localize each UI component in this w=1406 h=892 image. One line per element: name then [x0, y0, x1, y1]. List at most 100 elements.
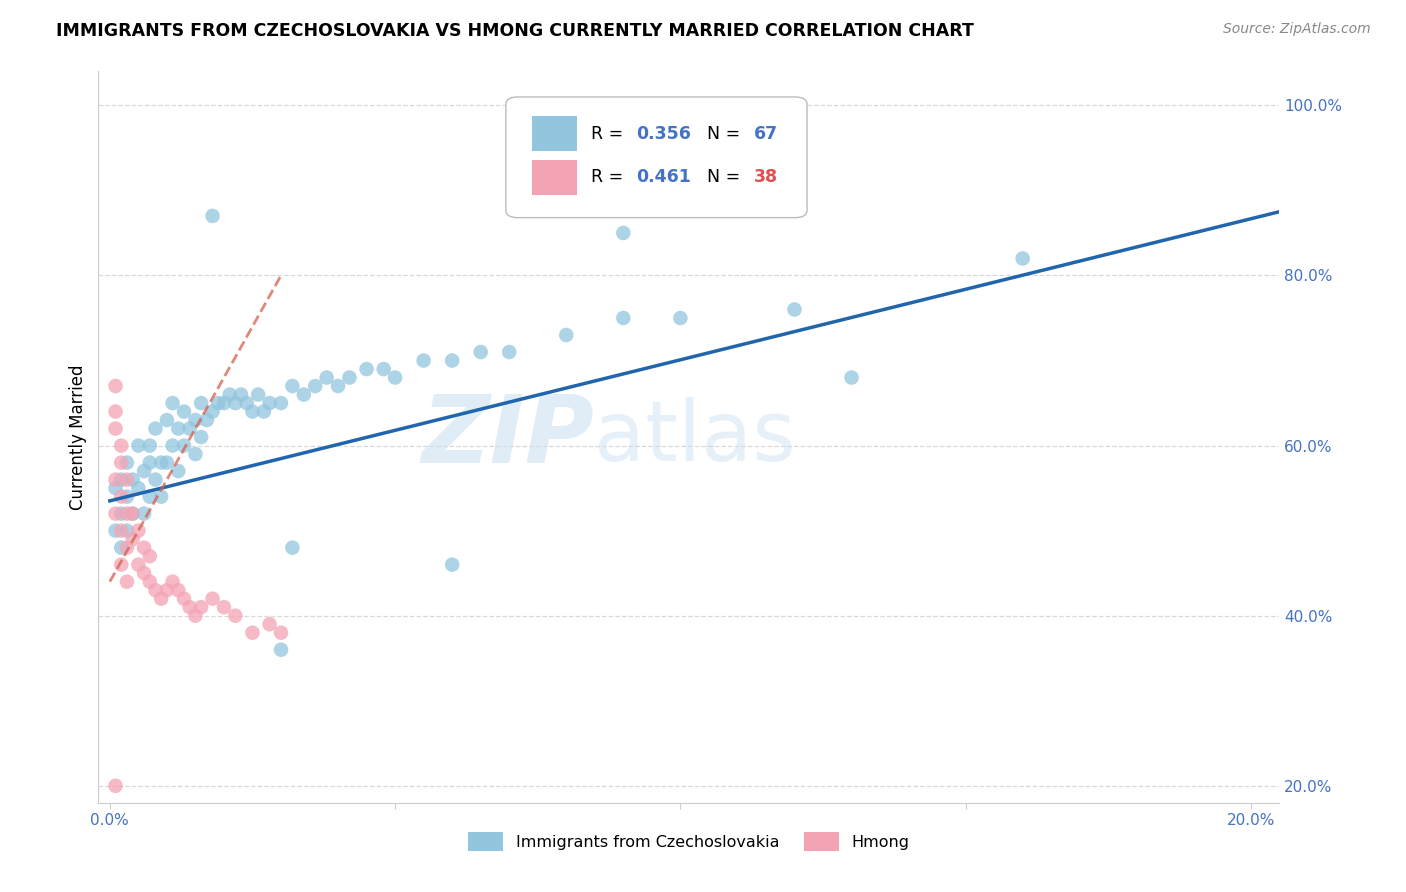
- Text: 0.356: 0.356: [636, 125, 690, 143]
- Point: [384, 370, 406, 384]
- Point: [115, 574, 138, 589]
- Text: IMMIGRANTS FROM CZECHOSLOVAKIA VS HMONG CURRENTLY MARRIED CORRELATION CHART: IMMIGRANTS FROM CZECHOSLOVAKIA VS HMONG …: [56, 22, 974, 40]
- Point: [236, 396, 259, 410]
- Point: [184, 447, 207, 461]
- Bar: [531, 160, 576, 195]
- Point: [247, 387, 270, 401]
- Y-axis label: Currently Married: Currently Married: [69, 364, 87, 510]
- Point: [150, 591, 173, 606]
- Point: [669, 311, 692, 326]
- Point: [104, 473, 127, 487]
- Text: Source: ZipAtlas.com: Source: ZipAtlas.com: [1223, 22, 1371, 37]
- Text: 0.461: 0.461: [636, 169, 690, 186]
- Text: R =: R =: [591, 125, 628, 143]
- Point: [121, 532, 143, 546]
- Point: [145, 473, 167, 487]
- Point: [132, 541, 155, 555]
- Point: [127, 481, 149, 495]
- Point: [156, 456, 179, 470]
- Point: [104, 421, 127, 435]
- Point: [184, 413, 207, 427]
- Point: [373, 362, 395, 376]
- Point: [783, 302, 806, 317]
- Point: [132, 507, 155, 521]
- Point: [612, 226, 634, 240]
- Point: [115, 456, 138, 470]
- Point: [201, 404, 224, 418]
- Point: [242, 625, 264, 640]
- Point: [115, 541, 138, 555]
- Point: [441, 353, 464, 368]
- Point: [270, 642, 292, 657]
- Point: [150, 456, 173, 470]
- Point: [167, 583, 190, 598]
- Point: [121, 507, 143, 521]
- FancyBboxPatch shape: [506, 97, 807, 218]
- Point: [218, 387, 240, 401]
- Point: [201, 591, 224, 606]
- Point: [612, 311, 634, 326]
- Point: [156, 413, 179, 427]
- Point: [104, 481, 127, 495]
- Point: [139, 439, 162, 453]
- Point: [555, 328, 578, 343]
- Point: [104, 524, 127, 538]
- Point: [190, 396, 212, 410]
- Point: [173, 404, 195, 418]
- Point: [207, 396, 229, 410]
- Text: 38: 38: [754, 169, 778, 186]
- Point: [470, 345, 492, 359]
- Legend: Immigrants from Czechoslovakia, Hmong: Immigrants from Czechoslovakia, Hmong: [463, 826, 915, 857]
- Point: [281, 379, 304, 393]
- Point: [139, 549, 162, 563]
- Point: [270, 396, 292, 410]
- Point: [121, 507, 143, 521]
- Point: [292, 387, 315, 401]
- Point: [259, 396, 281, 410]
- Point: [224, 396, 246, 410]
- Point: [212, 600, 235, 615]
- Point: [173, 591, 195, 606]
- Text: R =: R =: [591, 169, 628, 186]
- Point: [139, 574, 162, 589]
- Point: [224, 608, 246, 623]
- Point: [270, 625, 292, 640]
- Point: [190, 430, 212, 444]
- Point: [304, 379, 326, 393]
- Point: [127, 558, 149, 572]
- Point: [441, 558, 464, 572]
- Point: [110, 507, 132, 521]
- Point: [184, 608, 207, 623]
- Point: [1011, 252, 1033, 266]
- Point: [259, 617, 281, 632]
- Point: [110, 439, 132, 453]
- Point: [110, 473, 132, 487]
- Point: [173, 439, 195, 453]
- Point: [115, 524, 138, 538]
- Point: [150, 490, 173, 504]
- Point: [104, 507, 127, 521]
- Point: [156, 583, 179, 598]
- Point: [104, 404, 127, 418]
- Point: [132, 464, 155, 478]
- Point: [195, 413, 218, 427]
- Bar: [531, 116, 576, 151]
- Point: [145, 421, 167, 435]
- Point: [326, 379, 349, 393]
- Point: [162, 574, 184, 589]
- Point: [139, 490, 162, 504]
- Point: [498, 345, 520, 359]
- Point: [127, 524, 149, 538]
- Text: ZIP: ZIP: [422, 391, 595, 483]
- Point: [139, 456, 162, 470]
- Point: [412, 353, 434, 368]
- Point: [104, 779, 127, 793]
- Point: [212, 396, 235, 410]
- Point: [190, 600, 212, 615]
- Point: [242, 404, 264, 418]
- Point: [315, 370, 337, 384]
- Text: N =: N =: [707, 169, 745, 186]
- Point: [179, 421, 201, 435]
- Text: N =: N =: [707, 125, 745, 143]
- Point: [179, 600, 201, 615]
